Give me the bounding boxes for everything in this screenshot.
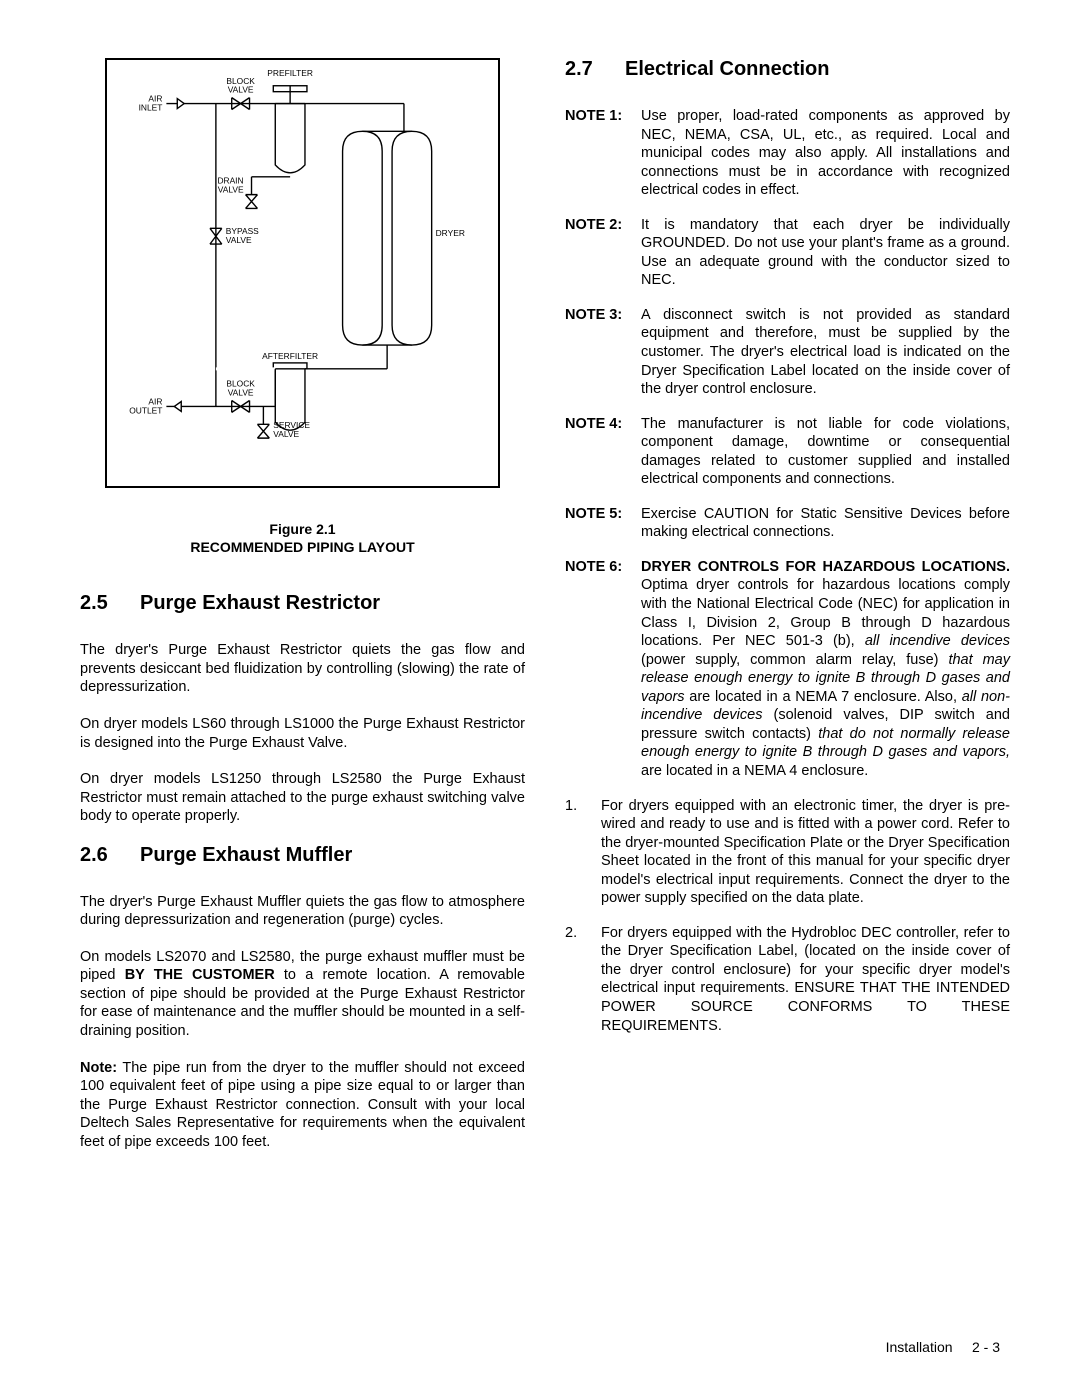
note-text: Exercise CAUTION for Static Sensitive De… — [641, 505, 1010, 542]
svg-text:DRYER: DRYER — [436, 228, 465, 238]
note-row: NOTE 5: Exercise CAUTION for Static Sens… — [565, 505, 1010, 542]
section-title: Purge Exhaust Muffler — [140, 844, 352, 867]
svg-text:VALVE: VALVE — [228, 85, 254, 95]
footer-page: 2 - 3 — [972, 1339, 1000, 1355]
body-text: On dryer models LS1250 through LS2580 th… — [80, 770, 525, 826]
svg-text:OUTLET: OUTLET — [129, 405, 162, 415]
note-text: Use proper, load-rated components as app… — [641, 107, 1010, 200]
list-number: 1. — [565, 797, 583, 908]
note-text: It is mandatory that each dryer be indiv… — [641, 216, 1010, 290]
note-text: DRYER CONTROLS FOR HAZARDOUS LOCATIONS. … — [641, 558, 1010, 781]
figure-caption: Figure 2.1 RECOMMENDED PIPING LAYOUT — [80, 520, 525, 556]
note-text: A disconnect switch is not provided as s… — [641, 306, 1010, 399]
figure-caption-line1: Figure 2.1 — [269, 521, 335, 537]
note-row: NOTE 1: Use proper, load-rated component… — [565, 107, 1010, 200]
note-label: NOTE 3: — [565, 306, 631, 399]
section-title: Purge Exhaust Restrictor — [140, 592, 380, 615]
note-label: NOTE 1: — [565, 107, 631, 200]
list-text: For dryers equipped with the Hydrobloc D… — [601, 924, 1010, 1035]
svg-text:VALVE: VALVE — [273, 429, 299, 439]
body-text: On dryer models LS60 through LS1000 the … — [80, 715, 525, 752]
section-2-5-heading: 2.5 Purge Exhaust Restrictor — [80, 592, 525, 615]
note-row: NOTE 6: DRYER CONTROLS FOR HAZARDOUS LOC… — [565, 558, 1010, 781]
section-2-7-heading: 2.7 Electrical Connection — [565, 58, 1010, 81]
section-number: 2.5 — [80, 592, 116, 615]
piping-diagram: AIR INLET BLOCK VALVE PREFILTER DRAIN VA… — [105, 58, 500, 488]
svg-text:INLET: INLET — [139, 102, 163, 112]
svg-text:VALVE: VALVE — [218, 185, 244, 195]
list-item: 2. For dryers equipped with the Hydroblo… — [565, 924, 1010, 1035]
note-row: NOTE 3: A disconnect switch is not provi… — [565, 306, 1010, 399]
body-text: On models LS2070 and LS2580, the purge e… — [80, 948, 525, 1041]
list-text: For dryers equipped with an electronic t… — [601, 797, 1010, 908]
section-title: Electrical Connection — [625, 58, 830, 81]
section-2-6-heading: 2.6 Purge Exhaust Muffler — [80, 844, 525, 867]
note-label: NOTE 2: — [565, 216, 631, 290]
body-text: The dryer's Purge Exhaust Restrictor qui… — [80, 641, 525, 697]
svg-text:VALVE: VALVE — [228, 388, 254, 398]
footer-section: Installation — [886, 1339, 953, 1355]
note-row: NOTE 4: The manufacturer is not liable f… — [565, 415, 1010, 489]
svg-text:PREFILTER: PREFILTER — [267, 68, 313, 78]
section-number: 2.6 — [80, 844, 116, 867]
note-text: The manufacturer is not liable for code … — [641, 415, 1010, 489]
note-label: NOTE 4: — [565, 415, 631, 489]
body-text: Note: The pipe run from the dryer to the… — [80, 1059, 525, 1152]
note-label: NOTE 5: — [565, 505, 631, 542]
svg-text:AFTERFILTER: AFTERFILTER — [262, 351, 318, 361]
piping-diagram-svg: AIR INLET BLOCK VALVE PREFILTER DRAIN VA… — [107, 60, 498, 486]
section-number: 2.7 — [565, 58, 601, 81]
body-text: The dryer's Purge Exhaust Muffler quiets… — [80, 893, 525, 930]
note-label: NOTE 6: — [565, 558, 631, 781]
list-item: 1. For dryers equipped with an electroni… — [565, 797, 1010, 908]
page-footer: Installation 2 - 3 — [886, 1339, 1000, 1355]
list-number: 2. — [565, 924, 583, 1035]
figure-caption-line2: RECOMMENDED PIPING LAYOUT — [190, 539, 414, 555]
svg-text:VALVE: VALVE — [226, 235, 252, 245]
note-row: NOTE 2: It is mandatory that each dryer … — [565, 216, 1010, 290]
